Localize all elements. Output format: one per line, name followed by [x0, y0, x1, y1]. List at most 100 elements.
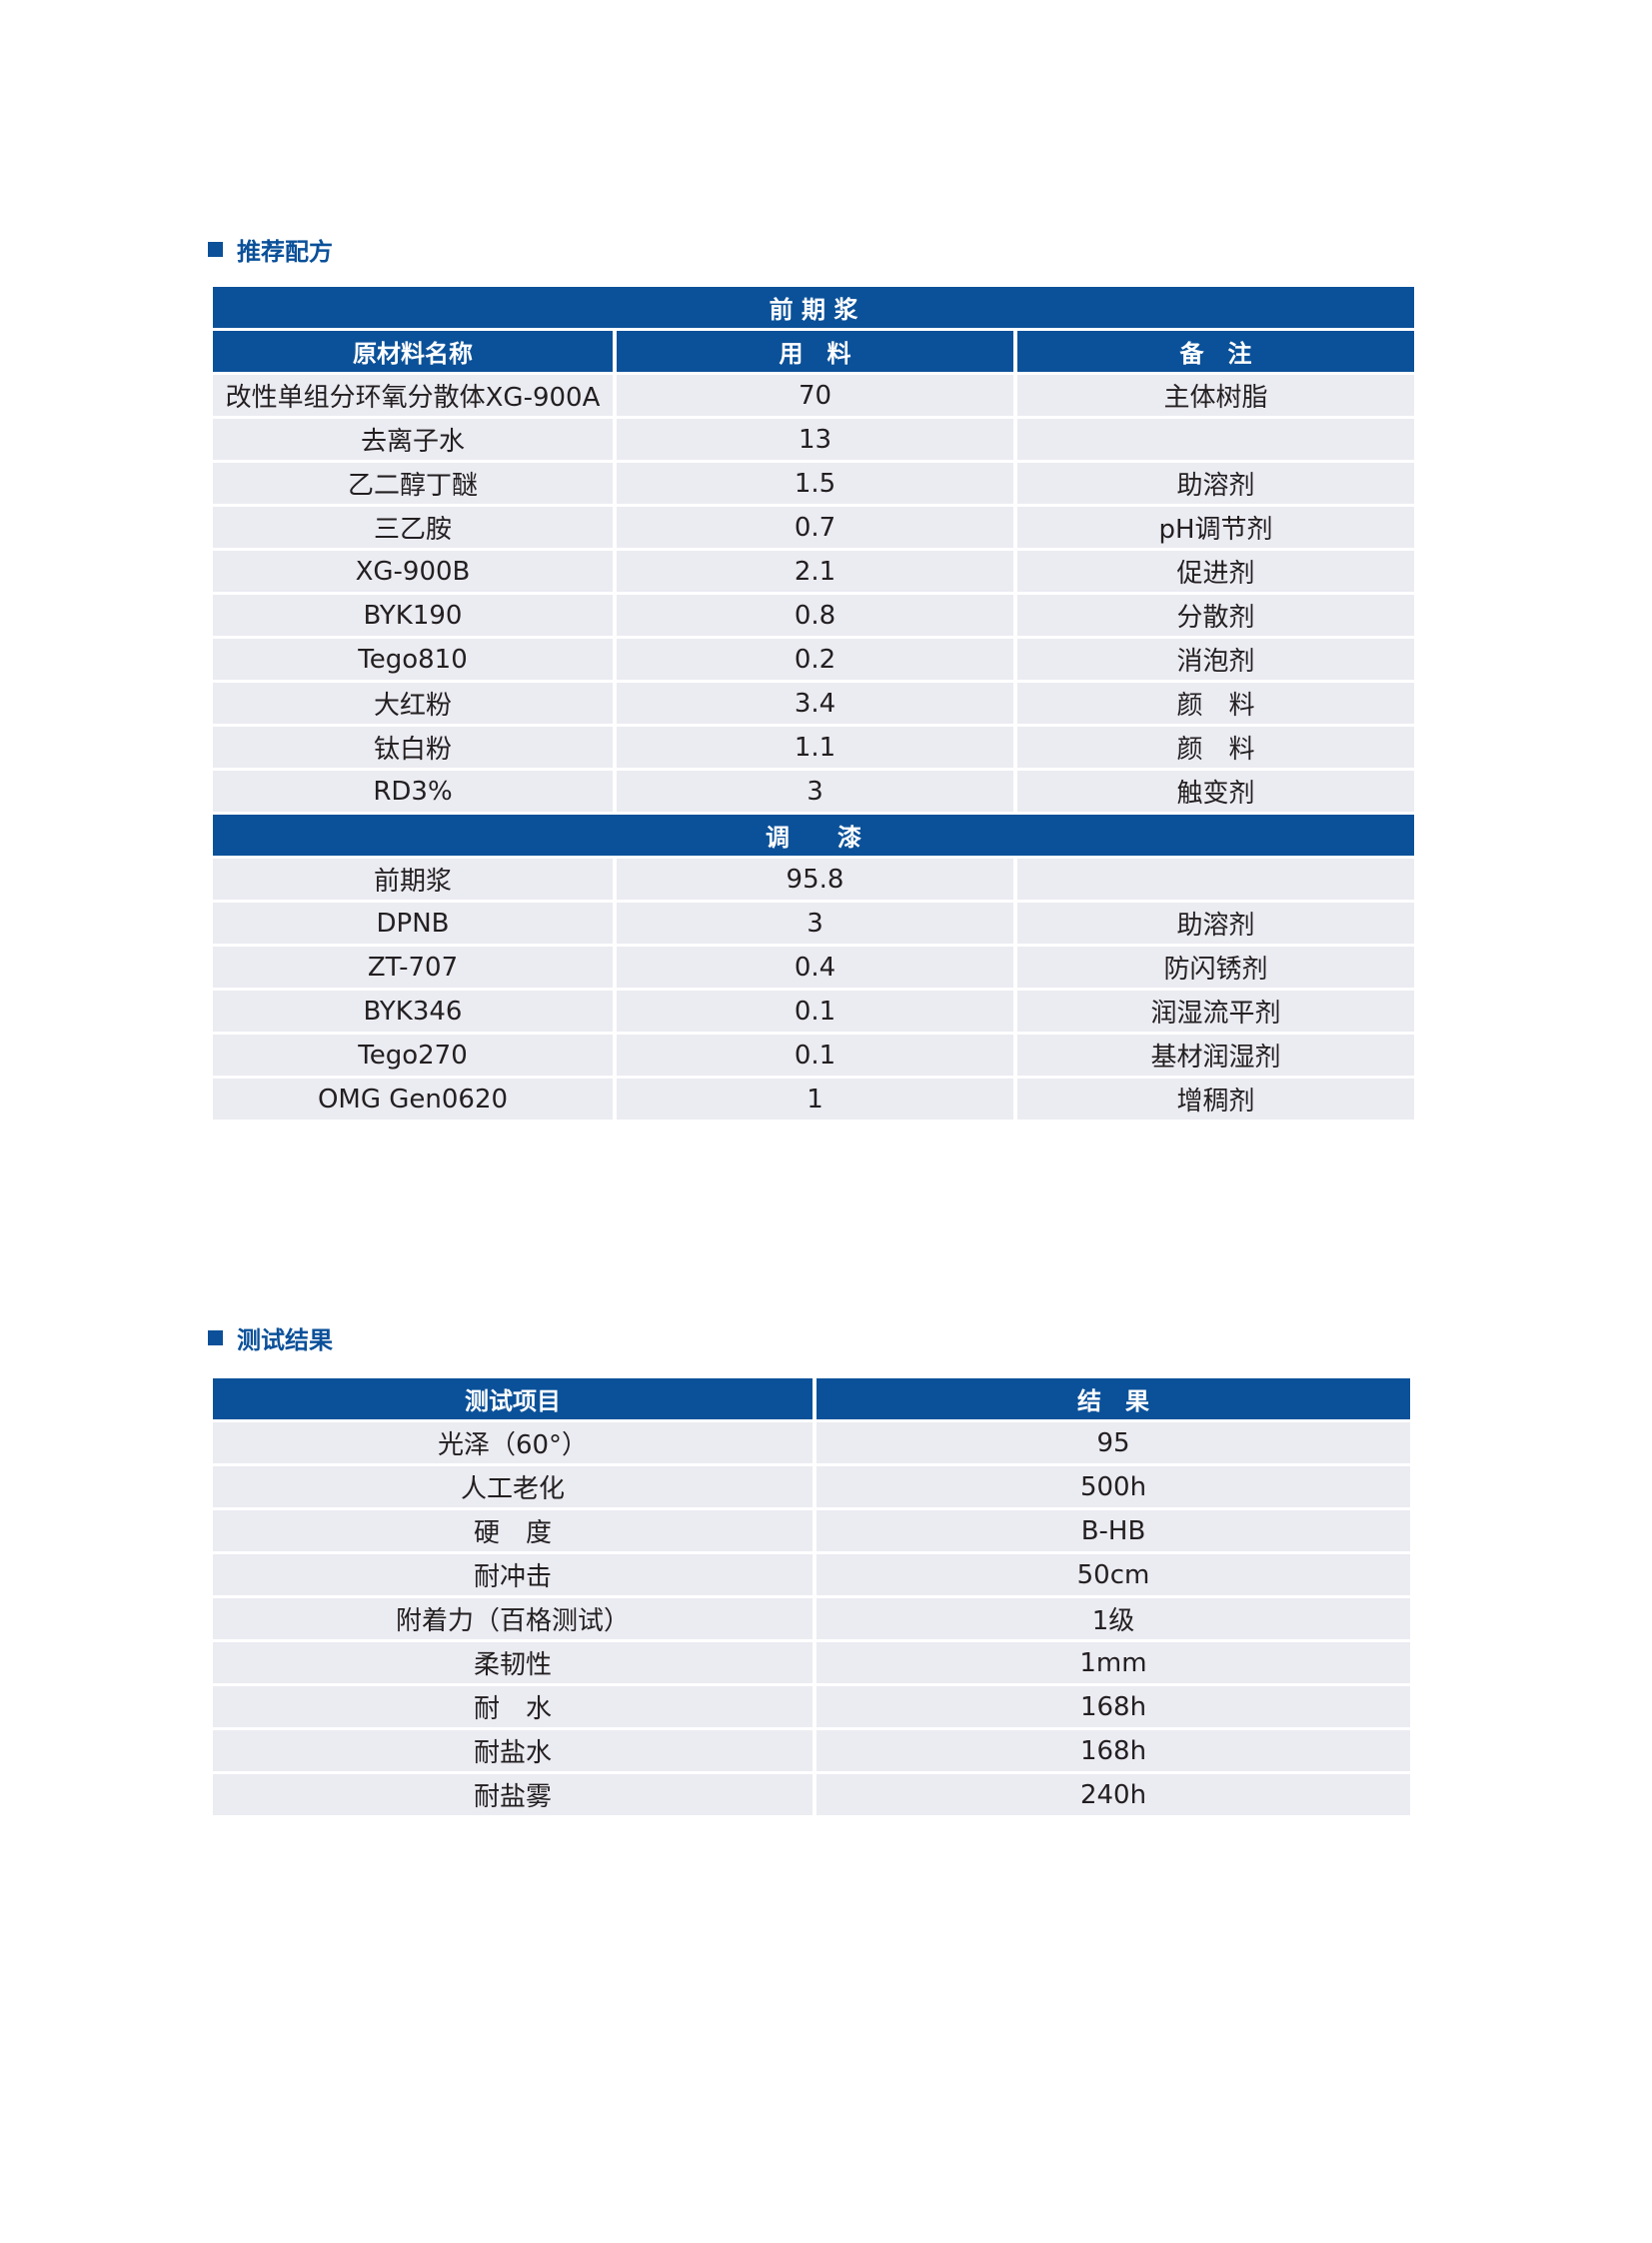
material-cell: Tego270: [213, 1035, 613, 1076]
note-cell: 增稠剂: [1017, 1079, 1414, 1120]
table-row: 耐盐水 168h: [213, 1730, 1410, 1771]
amount-cell: 0.7: [617, 507, 1013, 548]
formula-title: 推荐配方: [237, 238, 333, 266]
column-header-material: 原材料名称: [213, 331, 613, 372]
table-row: 乙二醇丁醚 1.5 助溶剂: [213, 463, 1414, 504]
table-row: Tego270 0.1 基材润湿剂: [213, 1035, 1414, 1076]
column-header-note: 备 注: [1017, 331, 1414, 372]
amount-cell: 13: [617, 419, 1013, 460]
table-row: 光泽（60°） 95: [213, 1422, 1410, 1463]
note-cell: 触变剂: [1017, 771, 1414, 812]
material-cell: 改性单组分环氧分散体XG-900A: [213, 375, 613, 416]
note-cell: 防闪锈剂: [1017, 947, 1414, 988]
table-row: 柔韧性 1mm: [213, 1642, 1410, 1683]
material-cell: Tego810: [213, 639, 613, 680]
table-row: 耐冲击 50cm: [213, 1554, 1410, 1595]
result-cell: 168h: [817, 1686, 1410, 1727]
table-row: 人工老化 500h: [213, 1466, 1410, 1507]
material-cell: BYK346: [213, 991, 613, 1032]
bullet-square-icon: [208, 242, 223, 257]
note-cell: 润湿流平剂: [1017, 991, 1414, 1032]
note-cell: 主体树脂: [1017, 375, 1414, 416]
material-cell: ZT-707: [213, 947, 613, 988]
result-cell: 1级: [817, 1598, 1410, 1639]
table-row: 去离子水 13: [213, 419, 1414, 460]
table-row: 大红粉 3.4 颜 料: [213, 683, 1414, 724]
results-title: 测试结果: [237, 1326, 333, 1354]
amount-cell: 3.4: [617, 683, 1013, 724]
section1-header: 前 期 浆: [213, 287, 1414, 328]
amount-cell: 3: [617, 771, 1013, 812]
table-row: 前期浆 95.8: [213, 859, 1414, 900]
material-cell: DPNB: [213, 903, 613, 944]
note-cell: 消泡剂: [1017, 639, 1414, 680]
note-cell: 颜 料: [1017, 727, 1414, 768]
column-header-amount: 用 料: [617, 331, 1013, 372]
table-row: 耐盐雾 240h: [213, 1774, 1410, 1815]
note-cell: 促进剂: [1017, 551, 1414, 592]
amount-cell: 1: [617, 1079, 1013, 1120]
note-cell: pH调节剂: [1017, 507, 1414, 548]
table-row: OMG Gen0620 1 增稠剂: [213, 1079, 1414, 1120]
result-cell: 50cm: [817, 1554, 1410, 1595]
note-cell: 分散剂: [1017, 595, 1414, 636]
table-row: 三乙胺 0.7 pH调节剂: [213, 507, 1414, 548]
amount-cell: 2.1: [617, 551, 1013, 592]
table-row: Tego810 0.2 消泡剂: [213, 639, 1414, 680]
results-table: 测试项目 结 果 光泽（60°） 95 人工老化 500h 硬 度 B-HB 耐冲击 50cm…: [209, 1375, 1414, 1818]
amount-cell: 0.8: [617, 595, 1013, 636]
test-item-cell: 耐冲击: [213, 1554, 813, 1595]
table-row: BYK346 0.1 润湿流平剂: [213, 991, 1414, 1032]
amount-cell: 70: [617, 375, 1013, 416]
test-item-cell: 人工老化: [213, 1466, 813, 1507]
table-row: 钛白粉 1.1 颜 料: [213, 727, 1414, 768]
amount-cell: 0.2: [617, 639, 1013, 680]
material-cell: RD3%: [213, 771, 613, 812]
column-header-test-item: 测试项目: [213, 1378, 813, 1419]
test-item-cell: 耐盐水: [213, 1730, 813, 1771]
test-item-cell: 耐 水: [213, 1686, 813, 1727]
table-row: BYK190 0.8 分散剂: [213, 595, 1414, 636]
formula-table: 前 期 浆 原材料名称 用 料 备 注 改性单组分环氧分散体XG-900A 70 主…: [209, 284, 1418, 1122]
material-cell: OMG Gen0620: [213, 1079, 613, 1120]
results-section-title: 测试结果: [208, 1320, 333, 1355]
material-cell: 前期浆: [213, 859, 613, 900]
material-cell: BYK190: [213, 595, 613, 636]
amount-cell: 0.1: [617, 1035, 1013, 1076]
amount-cell: 1.5: [617, 463, 1013, 504]
material-cell: 钛白粉: [213, 727, 613, 768]
section2-header: 调 漆: [213, 815, 1414, 856]
result-cell: 95: [817, 1422, 1410, 1463]
bullet-square-icon: [208, 1330, 223, 1345]
formula-section-title: 推荐配方: [208, 232, 333, 267]
note-cell: 颜 料: [1017, 683, 1414, 724]
note-cell: 助溶剂: [1017, 903, 1414, 944]
result-cell: 240h: [817, 1774, 1410, 1815]
note-cell: 助溶剂: [1017, 463, 1414, 504]
table-row: 耐 水 168h: [213, 1686, 1410, 1727]
table-row: RD3% 3 触变剂: [213, 771, 1414, 812]
table-row: 硬 度 B-HB: [213, 1510, 1410, 1551]
amount-cell: 3: [617, 903, 1013, 944]
material-cell: 三乙胺: [213, 507, 613, 548]
result-cell: B-HB: [817, 1510, 1410, 1551]
test-item-cell: 耐盐雾: [213, 1774, 813, 1815]
result-cell: 168h: [817, 1730, 1410, 1771]
amount-cell: 1.1: [617, 727, 1013, 768]
amount-cell: 95.8: [617, 859, 1013, 900]
column-header-result: 结 果: [817, 1378, 1410, 1419]
table-row: XG-900B 2.1 促进剂: [213, 551, 1414, 592]
material-cell: 大红粉: [213, 683, 613, 724]
test-item-cell: 附着力（百格测试）: [213, 1598, 813, 1639]
material-cell: XG-900B: [213, 551, 613, 592]
test-item-cell: 硬 度: [213, 1510, 813, 1551]
result-cell: 1mm: [817, 1642, 1410, 1683]
result-cell: 500h: [817, 1466, 1410, 1507]
note-cell: [1017, 859, 1414, 900]
test-item-cell: 柔韧性: [213, 1642, 813, 1683]
table-row: DPNB 3 助溶剂: [213, 903, 1414, 944]
material-cell: 乙二醇丁醚: [213, 463, 613, 504]
table-row: 附着力（百格测试） 1级: [213, 1598, 1410, 1639]
note-cell: [1017, 419, 1414, 460]
note-cell: 基材润湿剂: [1017, 1035, 1414, 1076]
